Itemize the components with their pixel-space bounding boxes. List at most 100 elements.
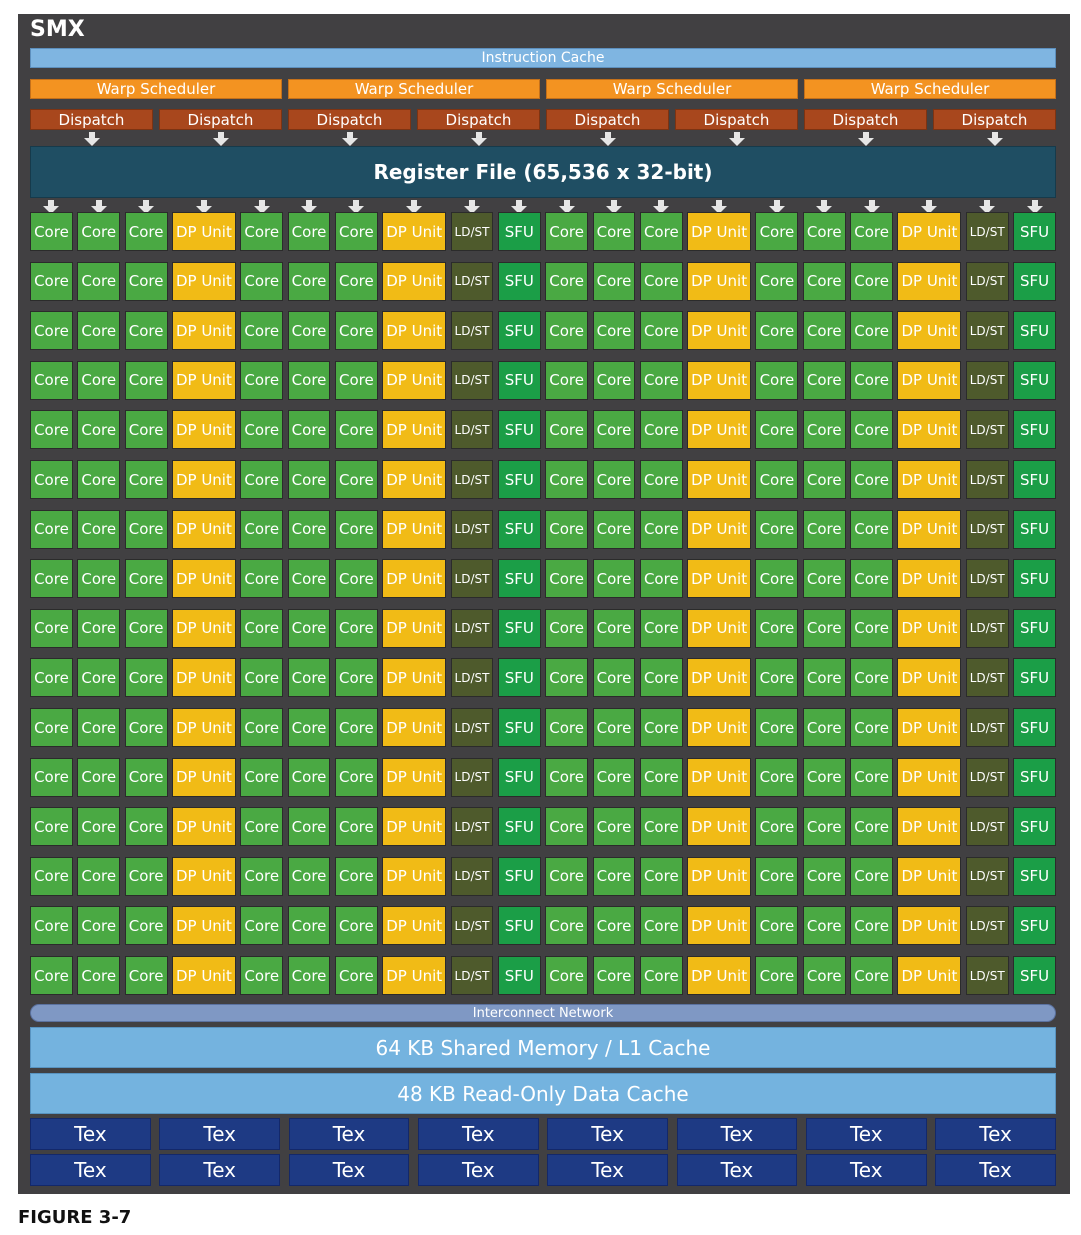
core-unit: Core [124, 212, 168, 251]
core-unit: Core [30, 509, 73, 549]
core-unit: Core [639, 460, 683, 499]
dp-unit: DP Unit [382, 608, 447, 648]
core-unit: Core [124, 410, 168, 450]
core-unit: Core [545, 212, 589, 251]
sfu-unit: SFU [1013, 460, 1056, 499]
core-unit: Core [30, 757, 73, 797]
core-unit: Core [287, 658, 331, 698]
dp-unit: DP Unit [687, 410, 752, 450]
down-arrow-icon [711, 200, 728, 214]
dp-unit: DP Unit [171, 856, 236, 896]
core-unit: Core [287, 410, 331, 450]
ldst-unit: LD/ST [450, 608, 494, 648]
core-unit: Core [30, 559, 73, 599]
core-unit: Core [802, 410, 846, 450]
ldst-unit: LD/ST [965, 212, 1009, 251]
down-arrow-icon [1026, 200, 1043, 214]
core-unit: Core [240, 460, 284, 499]
core-unit: Core [592, 410, 636, 450]
down-arrow-icon [558, 200, 575, 214]
dp-unit: DP Unit [897, 360, 962, 400]
core-unit: Core [755, 460, 799, 499]
dispatch-unit: Dispatch [159, 109, 282, 130]
core-unit: Core [850, 509, 894, 549]
core-unit: Core [755, 708, 799, 747]
core-unit: Core [639, 311, 683, 351]
dp-unit: DP Unit [687, 906, 752, 946]
ldst-unit: LD/ST [450, 261, 494, 301]
core-unit: Core [240, 410, 284, 450]
dp-unit: DP Unit [897, 906, 962, 946]
ldst-unit: LD/ST [965, 460, 1009, 499]
core-unit: Core [802, 311, 846, 351]
core-unit: Core [77, 212, 121, 251]
dispatch-unit: Dispatch [30, 109, 153, 130]
core-unit: Core [592, 658, 636, 698]
core-unit: Core [77, 509, 121, 549]
core-unit: Core [334, 460, 378, 499]
dp-unit: DP Unit [382, 708, 447, 747]
core-unit: Core [545, 261, 589, 301]
dp-unit: DP Unit [687, 956, 752, 995]
dispatch-unit: Dispatch [288, 109, 411, 130]
core-unit: Core [592, 509, 636, 549]
sfu-unit: SFU [1013, 956, 1056, 995]
interconnect-network: Interconnect Network [30, 1004, 1056, 1022]
core-unit: Core [755, 608, 799, 648]
core-unit: Core [592, 856, 636, 896]
core-unit: Core [802, 658, 846, 698]
dp-unit: DP Unit [382, 509, 447, 549]
core-unit: Core [802, 360, 846, 400]
figure-caption: FIGURE 3-7 [18, 1207, 132, 1228]
ldst-unit: LD/ST [450, 311, 494, 351]
core-unit: Core [77, 906, 121, 946]
core-unit: Core [30, 956, 73, 995]
sfu-unit: SFU [1013, 608, 1056, 648]
sfu-unit: SFU [497, 757, 541, 797]
dp-unit: DP Unit [382, 757, 447, 797]
core-unit: Core [545, 956, 589, 995]
core-unit: Core [545, 807, 589, 847]
ldst-unit: LD/ST [450, 360, 494, 400]
core-unit: Core [287, 807, 331, 847]
core-unit: Core [124, 807, 168, 847]
register-file: Register File (65,536 x 32-bit) [30, 146, 1056, 198]
sfu-unit: SFU [1013, 856, 1056, 896]
core-unit: Core [240, 757, 284, 797]
core-unit: Core [545, 608, 589, 648]
core-unit: Core [287, 856, 331, 896]
tex-unit: Tex [417, 1118, 539, 1150]
dp-unit: DP Unit [687, 807, 752, 847]
dp-unit: DP Unit [687, 212, 752, 251]
down-arrow-icon [728, 132, 745, 146]
core-unit: Core [850, 906, 894, 946]
core-unit: Core [30, 906, 73, 946]
core-unit: Core [334, 856, 378, 896]
core-unit: Core [639, 212, 683, 251]
core-unit: Core [287, 261, 331, 301]
core-unit: Core [124, 311, 168, 351]
down-arrow-icon [464, 200, 480, 214]
sfu-unit: SFU [1013, 559, 1056, 599]
core-unit: Core [592, 460, 636, 499]
core-unit: Core [334, 360, 378, 400]
core-unit: Core [545, 360, 589, 400]
core-unit: Core [639, 261, 683, 301]
core-unit: Core [639, 410, 683, 450]
warp-scheduler: Warp Scheduler [30, 79, 282, 99]
core-unit: Core [545, 708, 589, 747]
sfu-unit: SFU [497, 658, 541, 698]
dp-unit: DP Unit [897, 956, 962, 995]
core-unit: Core [334, 608, 378, 648]
core-unit: Core [639, 856, 683, 896]
ldst-unit: LD/ST [450, 509, 494, 549]
dp-unit: DP Unit [687, 559, 752, 599]
core-unit: Core [639, 509, 683, 549]
down-arrow-icon [406, 200, 423, 214]
core-unit: Core [77, 559, 121, 599]
core-unit: Core [639, 906, 683, 946]
dp-unit: DP Unit [171, 708, 236, 747]
sfu-unit: SFU [1013, 658, 1056, 698]
dispatch-unit: Dispatch [417, 109, 540, 130]
ldst-unit: LD/ST [965, 559, 1009, 599]
